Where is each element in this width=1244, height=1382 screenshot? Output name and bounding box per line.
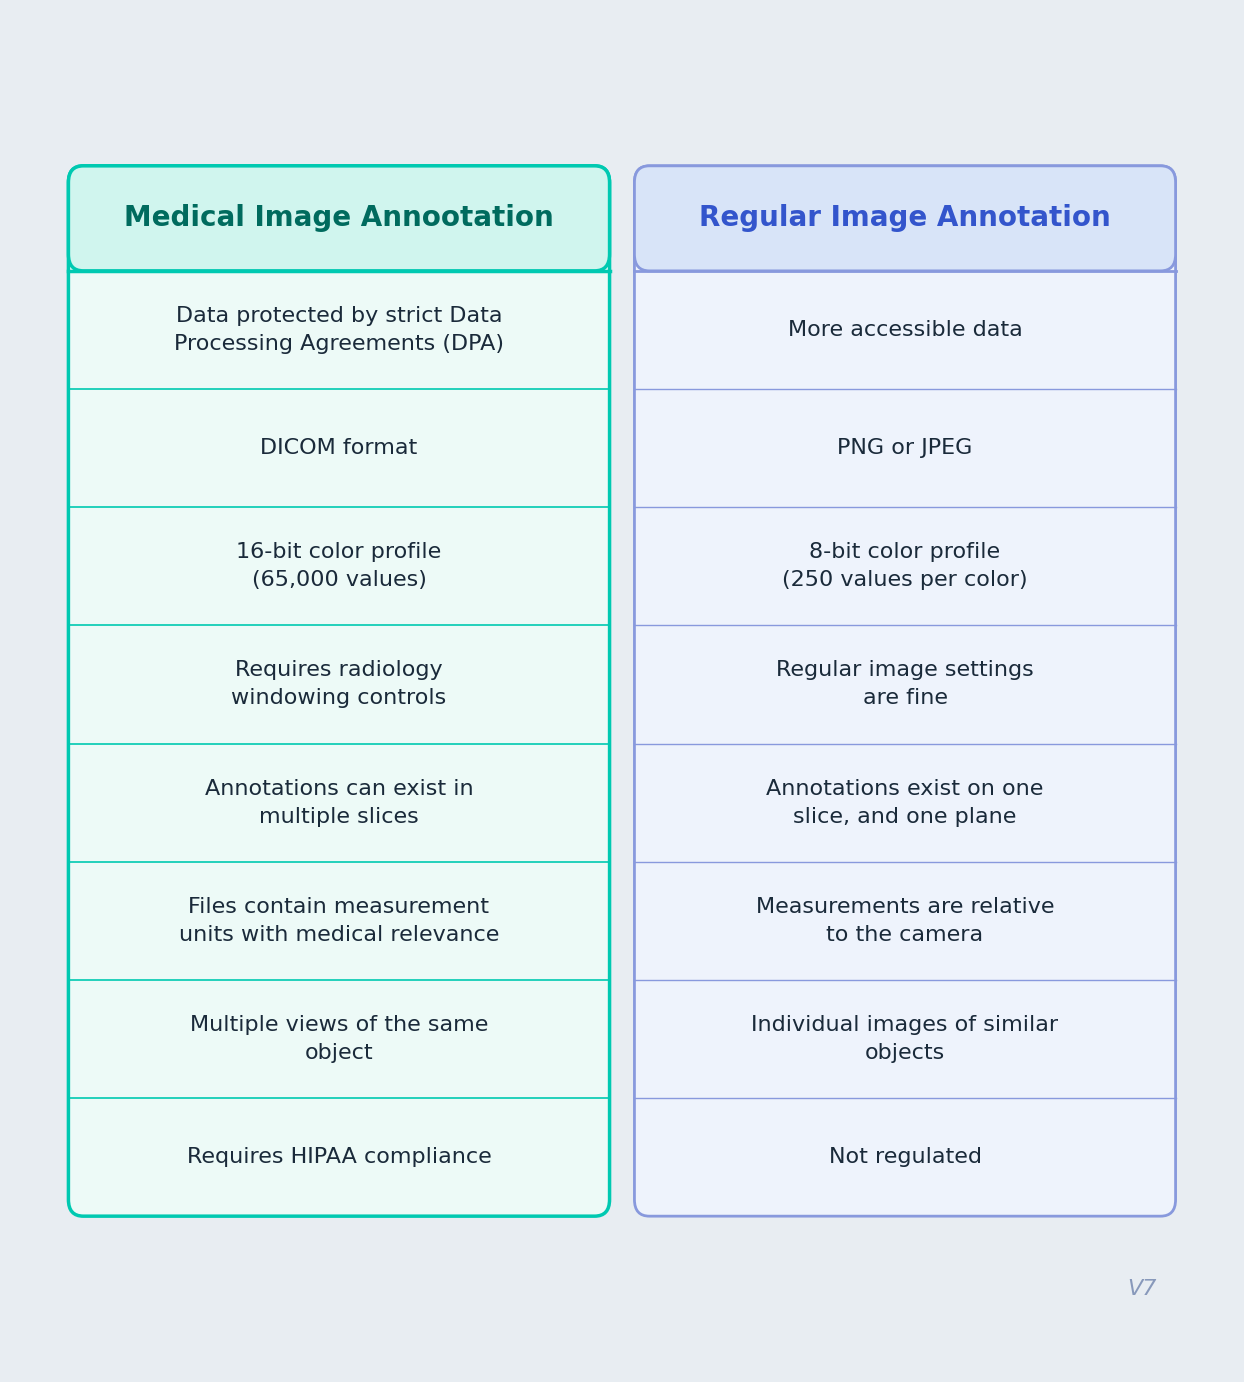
Text: Annotations exist on one
slice, and one plane: Annotations exist on one slice, and one … [766,778,1044,826]
Text: 16-bit color profile
(65,000 values): 16-bit color profile (65,000 values) [236,542,442,590]
Text: Measurements are relative
to the camera: Measurements are relative to the camera [756,897,1054,945]
Text: Multiple views of the same
object: Multiple views of the same object [190,1014,488,1063]
Text: Individual images of similar
objects: Individual images of similar objects [751,1014,1059,1063]
Text: PNG or JPEG: PNG or JPEG [837,438,973,457]
Text: Annotations can exist in
multiple slices: Annotations can exist in multiple slices [205,778,473,826]
Text: Medical Image Annootation: Medical Image Annootation [124,205,554,232]
Text: Not regulated: Not regulated [829,1147,982,1166]
Text: Requires radiology
windowing controls: Requires radiology windowing controls [231,661,447,709]
FancyBboxPatch shape [68,166,610,271]
Text: DICOM format: DICOM format [260,438,418,457]
FancyBboxPatch shape [68,166,610,1216]
Text: Files contain measurement
units with medical relevance: Files contain measurement units with med… [179,897,499,945]
Text: Requires HIPAA compliance: Requires HIPAA compliance [187,1147,491,1166]
Text: 8-bit color profile
(250 values per color): 8-bit color profile (250 values per colo… [782,542,1028,590]
Text: Data protected by strict Data
Processing Agreements (DPA): Data protected by strict Data Processing… [174,305,504,354]
Text: More accessible data: More accessible data [787,321,1023,340]
Text: V7: V7 [1127,1280,1157,1299]
Text: Regular image settings
are fine: Regular image settings are fine [776,661,1034,709]
FancyBboxPatch shape [634,166,1176,1216]
FancyBboxPatch shape [634,166,1176,271]
Text: Regular Image Annotation: Regular Image Annotation [699,205,1111,232]
